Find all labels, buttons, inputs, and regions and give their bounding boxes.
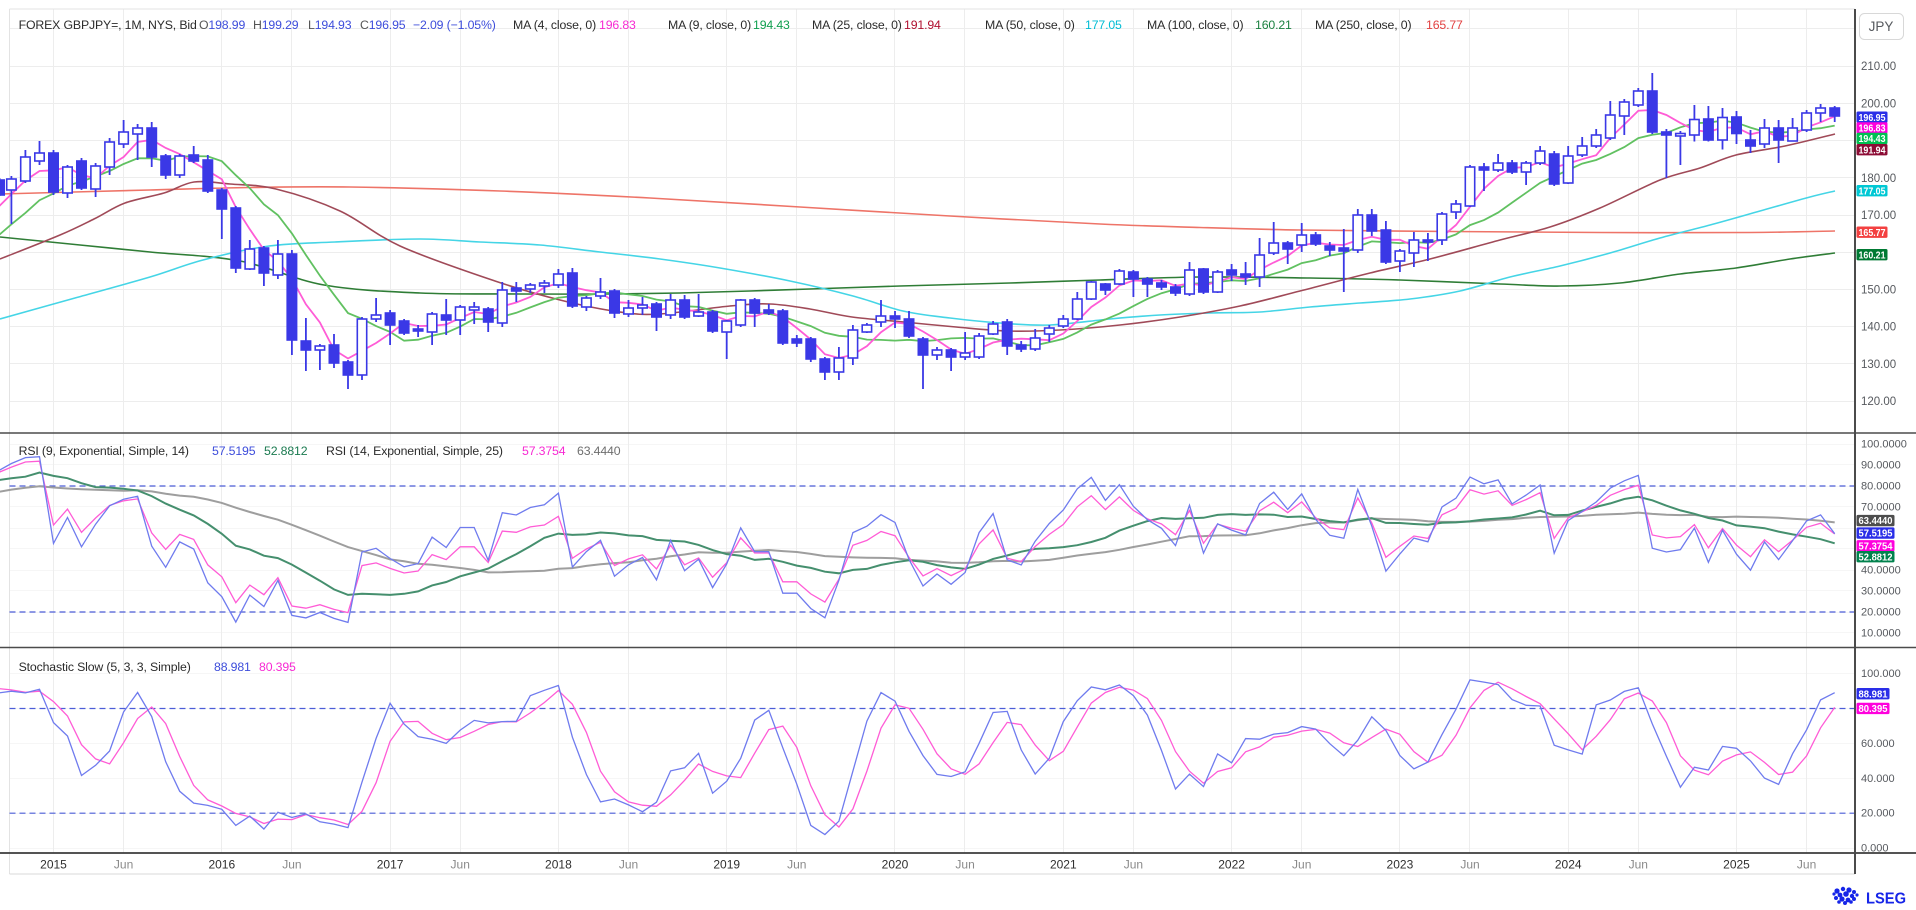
svg-text:Jun: Jun xyxy=(619,858,638,872)
svg-text:57.3754: 57.3754 xyxy=(1859,541,1893,552)
svg-text:Jun: Jun xyxy=(1124,858,1143,872)
svg-text:2024: 2024 xyxy=(1555,858,1582,872)
svg-text:30.0000: 30.0000 xyxy=(1861,586,1901,598)
svg-text:FOREX GBPJPY=, 1M, NYS, Bid: FOREX GBPJPY=, 1M, NYS, Bid xyxy=(19,18,197,32)
svg-text:20.0000: 20.0000 xyxy=(1861,607,1901,619)
svg-text:2023: 2023 xyxy=(1387,858,1414,872)
svg-text:RSI (14, Exponential, Simple,: RSI (14, Exponential, Simple, 25) xyxy=(326,444,503,458)
svg-text:165.77: 165.77 xyxy=(1426,18,1463,32)
svg-text:52.8812: 52.8812 xyxy=(264,444,308,458)
svg-text:40.000: 40.000 xyxy=(1861,773,1895,785)
svg-text:20.000: 20.000 xyxy=(1861,808,1895,820)
svg-text:Jun: Jun xyxy=(114,858,133,872)
svg-text:10.0000: 10.0000 xyxy=(1861,628,1901,640)
svg-text:170.00: 170.00 xyxy=(1861,210,1896,222)
svg-text:MA (100, close, 0): MA (100, close, 0) xyxy=(1147,18,1243,32)
svg-text:210.00: 210.00 xyxy=(1861,61,1896,73)
svg-text:57.5195: 57.5195 xyxy=(1859,529,1893,540)
svg-text:88.981: 88.981 xyxy=(1859,689,1888,700)
svg-text:100.000: 100.000 xyxy=(1861,668,1901,680)
svg-text:70.0000: 70.0000 xyxy=(1861,502,1901,514)
svg-text:H199.29: H199.29 xyxy=(253,18,299,32)
svg-text:177.05: 177.05 xyxy=(1085,18,1122,32)
svg-text:130.00: 130.00 xyxy=(1861,359,1896,371)
svg-text:60.000: 60.000 xyxy=(1861,738,1895,750)
svg-text:160.21: 160.21 xyxy=(1255,18,1292,32)
svg-text:Jun: Jun xyxy=(1292,858,1311,872)
svg-text:196.95: 196.95 xyxy=(1859,113,1886,124)
svg-text:L194.93: L194.93 xyxy=(308,18,352,32)
svg-text:2020: 2020 xyxy=(882,858,909,872)
svg-text:Jun: Jun xyxy=(787,858,806,872)
svg-text:140.00: 140.00 xyxy=(1861,322,1896,334)
svg-text:194.43: 194.43 xyxy=(1859,134,1886,145)
svg-text:2021: 2021 xyxy=(1050,858,1077,872)
svg-text:191.94: 191.94 xyxy=(1859,145,1886,156)
svg-text:Jun: Jun xyxy=(1797,858,1816,872)
svg-text:MA (4, close, 0): MA (4, close, 0) xyxy=(513,18,596,32)
svg-text:O198.99: O198.99 xyxy=(199,18,245,32)
svg-text:2022: 2022 xyxy=(1218,858,1245,872)
svg-text:88.981: 88.981 xyxy=(214,660,251,674)
svg-text:196.83: 196.83 xyxy=(1859,124,1886,135)
svg-text:2019: 2019 xyxy=(713,858,740,872)
svg-text:57.5195: 57.5195 xyxy=(212,444,256,458)
svg-text:160.21: 160.21 xyxy=(1859,250,1886,261)
svg-text:C196.95: C196.95 xyxy=(360,18,406,32)
svg-text:2015: 2015 xyxy=(40,858,67,872)
svg-text:200.00: 200.00 xyxy=(1861,98,1896,110)
svg-text:Stochastic Slow (5, 3, 3, Simp: Stochastic Slow (5, 3, 3, Simple) xyxy=(19,660,191,674)
svg-text:Jun: Jun xyxy=(1460,858,1479,872)
svg-text:80.395: 80.395 xyxy=(1859,704,1888,715)
svg-text:63.4440: 63.4440 xyxy=(1859,516,1893,527)
svg-text:177.05: 177.05 xyxy=(1859,186,1886,197)
svg-text:191.94: 191.94 xyxy=(904,18,941,32)
svg-text:165.77: 165.77 xyxy=(1859,228,1886,239)
svg-text:2016: 2016 xyxy=(208,858,235,872)
svg-text:63.4440: 63.4440 xyxy=(577,444,621,458)
svg-text:0.000: 0.000 xyxy=(1861,843,1889,855)
svg-text:52.8812: 52.8812 xyxy=(1859,552,1893,563)
svg-text:MA (9, close, 0): MA (9, close, 0) xyxy=(668,18,751,32)
svg-text:40.0000: 40.0000 xyxy=(1861,565,1901,577)
svg-text:−2.09 (−1.05%): −2.09 (−1.05%) xyxy=(413,18,496,32)
svg-text:2025: 2025 xyxy=(1723,858,1750,872)
svg-text:57.3754: 57.3754 xyxy=(522,444,566,458)
svg-text:Jun: Jun xyxy=(955,858,974,872)
svg-text:180.00: 180.00 xyxy=(1861,173,1896,185)
svg-text:LSEG: LSEG xyxy=(1866,891,1906,906)
svg-text:80.0000: 80.0000 xyxy=(1861,481,1901,493)
svg-text:MA (250, close, 0): MA (250, close, 0) xyxy=(1315,18,1411,32)
svg-text:MA (50, close, 0): MA (50, close, 0) xyxy=(985,18,1075,32)
svg-text:100.0000: 100.0000 xyxy=(1861,439,1907,451)
svg-text:MA (25, close, 0): MA (25, close, 0) xyxy=(812,18,902,32)
svg-text:2018: 2018 xyxy=(545,858,572,872)
svg-text:Jun: Jun xyxy=(451,858,470,872)
svg-text:196.83: 196.83 xyxy=(599,18,636,32)
svg-text:90.0000: 90.0000 xyxy=(1861,460,1901,472)
svg-text:Jun: Jun xyxy=(1629,858,1648,872)
svg-text:80.395: 80.395 xyxy=(259,660,296,674)
svg-text:2017: 2017 xyxy=(377,858,404,872)
svg-text:150.00: 150.00 xyxy=(1861,285,1896,297)
svg-text:JPY: JPY xyxy=(1869,19,1894,34)
svg-text:120.00: 120.00 xyxy=(1861,396,1896,408)
svg-text:Jun: Jun xyxy=(282,858,301,872)
svg-text:194.43: 194.43 xyxy=(753,18,790,32)
svg-text:RSI (9, Exponential, Simple, 1: RSI (9, Exponential, Simple, 14) xyxy=(19,444,189,458)
